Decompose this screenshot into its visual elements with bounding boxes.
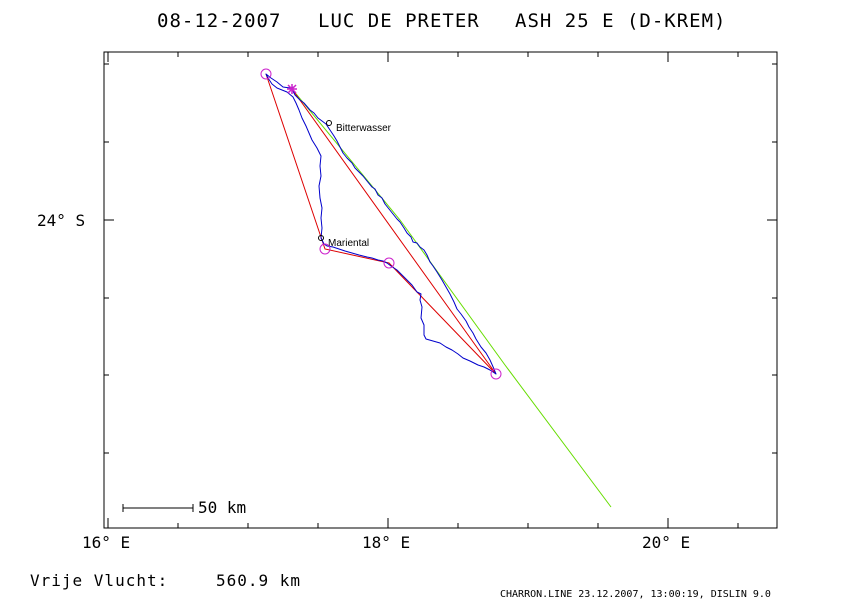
turnpoint-marker (383, 257, 395, 269)
distance-value: 560.9 km (216, 571, 301, 590)
map-frame (103, 51, 778, 529)
y-axis-label-24s: 24° S (37, 211, 85, 230)
pilot-name: LUC DE PRETER (318, 10, 480, 32)
flight-date: 08-12-2007 (157, 10, 281, 32)
place-label-bitterwasser: Bitterwasser (336, 123, 392, 134)
axis-ticks (104, 52, 777, 528)
aircraft-name: ASH 25 E (D-KREM) (515, 10, 726, 32)
scale-bar (122, 504, 194, 512)
turnpoint-marker (260, 68, 272, 80)
footer-info: CHARRON.LINE 23.12.2007, 13:00:19, DISLI… (500, 589, 771, 600)
turnpoint-marker (490, 368, 502, 380)
task-route (265, 73, 497, 375)
scale-bar-label: 50 km (198, 498, 246, 517)
distance-label: Vrije Vlucht: (30, 571, 168, 590)
place-marker-mariental (318, 235, 324, 241)
start-finish-marker (287, 84, 297, 94)
place-marker-bitterwasser (326, 120, 332, 126)
turnpoint-marker (319, 243, 331, 255)
straight-line (291, 88, 612, 508)
x-axis-label-16e: 16° E (82, 533, 130, 552)
flight-track (265, 73, 497, 375)
x-axis-label-18e: 18° E (362, 533, 410, 552)
x-axis-label-20e: 20° E (642, 533, 690, 552)
place-label-mariental: Mariental (328, 238, 369, 249)
